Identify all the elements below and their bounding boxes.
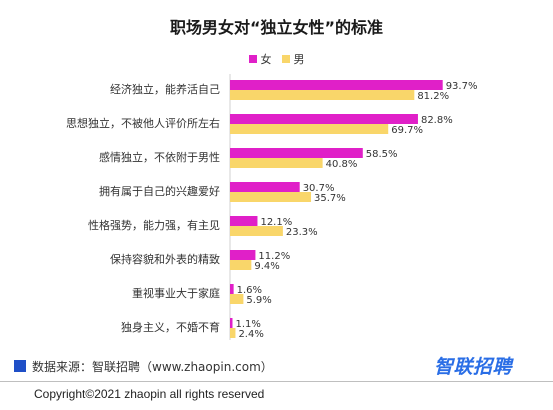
bar-female xyxy=(230,216,258,226)
category-label: 重视事业大于家庭 xyxy=(132,286,220,300)
category-label: 拥有属于自己的兴趣爱好 xyxy=(99,184,220,198)
chart-title: 职场男女对“独立女性”的标准 xyxy=(169,18,384,37)
bar-female xyxy=(230,284,234,294)
legend-swatch-female xyxy=(248,55,257,63)
legend-swatch-male xyxy=(281,55,290,63)
bar-male xyxy=(230,294,244,304)
bar-female xyxy=(230,182,300,192)
category-label: 思想独立，不被他人评价所左右 xyxy=(66,116,220,130)
bar-male xyxy=(230,192,312,202)
data-label-female: 12.1% xyxy=(260,217,292,228)
bar-female xyxy=(230,114,418,124)
bar-male xyxy=(230,260,252,270)
bar-male xyxy=(230,328,236,338)
copyright-text: Copyright©2021 zhaopin all rights reserv… xyxy=(34,387,265,401)
category-label: 独身主义，不婚不育 xyxy=(121,320,220,334)
data-label-male: 23.3% xyxy=(286,227,318,238)
bar-male xyxy=(230,226,283,236)
bar-male xyxy=(230,90,415,100)
data-label-female: 1.6% xyxy=(237,285,262,296)
data-label-male: 5.9% xyxy=(246,295,271,306)
bar-female xyxy=(230,148,363,158)
bar-chart: 经济独立，能养活自己 93.7%81.2% 思想独立，不被他人评价所左右 82.8%6… xyxy=(66,74,478,340)
data-label-male: 35.7% xyxy=(314,193,346,204)
bar-female xyxy=(230,318,233,328)
data-label-male: 69.7% xyxy=(391,125,423,136)
category-label: 性格强势，能力强，有主见 xyxy=(88,218,220,232)
bar-female xyxy=(230,250,256,260)
category-label: 感情独立，不依附于男性 xyxy=(99,150,220,164)
legend-label-female: 女 xyxy=(260,53,272,66)
data-label-female: 82.8% xyxy=(421,115,453,126)
data-label-male: 9.4% xyxy=(254,261,279,272)
footer-divider xyxy=(0,381,553,382)
legend-label-male: 男 xyxy=(293,53,305,66)
data-source: 数据来源：智联招聘（www.zhaopin.com） xyxy=(32,360,273,374)
category-label: 经济独立，能养活自己 xyxy=(110,82,220,96)
data-label-female: 93.7% xyxy=(446,81,478,92)
source-marker xyxy=(14,360,26,372)
legend-item-male: 男 xyxy=(281,51,305,67)
data-label-female: 1.1% xyxy=(235,319,260,330)
category-label: 保持容貌和外表的精致 xyxy=(110,252,220,266)
data-label-male: 2.4% xyxy=(238,329,263,340)
data-label-male: 40.8% xyxy=(326,159,358,170)
chart-legend: 女 男 xyxy=(0,52,553,66)
legend-item-female: 女 xyxy=(248,51,272,67)
bar-female xyxy=(230,80,443,90)
data-label-female: 30.7% xyxy=(303,183,335,194)
data-label-male: 81.2% xyxy=(417,91,449,102)
data-label-female: 11.2% xyxy=(258,251,290,262)
bar-male xyxy=(230,158,323,168)
bar-male xyxy=(230,124,389,134)
data-label-female: 58.5% xyxy=(366,149,398,160)
zhaopin-logo: 智联招聘 xyxy=(434,356,513,378)
